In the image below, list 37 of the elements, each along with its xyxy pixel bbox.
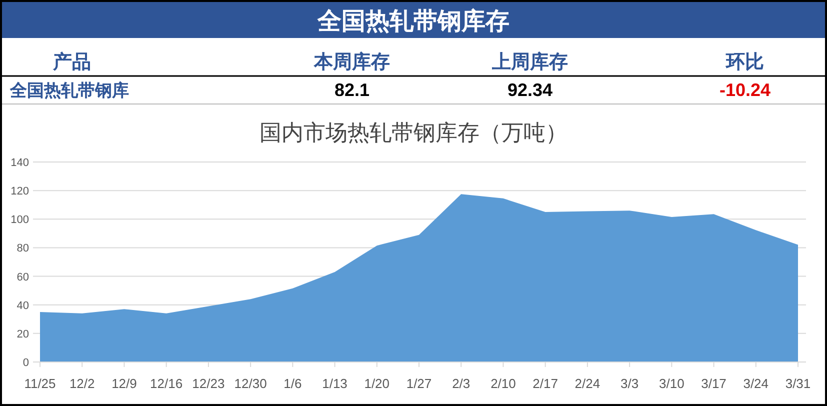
x-tick-label: 1/27 — [406, 376, 432, 391]
text: 产品 — [52, 51, 91, 73]
x-tick-label: 12/9 — [112, 376, 137, 391]
text: 82.1 — [334, 80, 370, 100]
x-tick-label: 1/6 — [284, 376, 302, 391]
category-label: 全国热轧带钢库 — [10, 81, 129, 100]
x-tick-label: 3/31 — [785, 376, 811, 391]
y-tick-label: 0 — [22, 357, 29, 369]
category-label: 本周库存 — [313, 51, 390, 73]
x-tick-label: 12/30 — [234, 376, 267, 391]
category-label: 环比 — [725, 51, 764, 73]
x-tick-label: 3/3 — [620, 376, 639, 391]
y-tick-label: 60 — [16, 271, 29, 284]
x-tick-label: 2/10 — [490, 376, 516, 391]
text: 92.34 — [507, 80, 553, 100]
x-tick-label: 2/3 — [452, 376, 470, 391]
category-label: 上周库存 — [491, 51, 568, 73]
x-tick-label: 1/13 — [322, 376, 348, 391]
x-tick-label: 12/2 — [69, 376, 95, 391]
y-tick-label: 100 — [10, 214, 29, 226]
text: 全国热轧带钢库存 — [316, 8, 510, 35]
x-tick-label: 2/24 — [574, 376, 600, 391]
x-tick-label: 12/16 — [150, 376, 183, 391]
chart-title: 国内市场热轧带钢库存（万吨） — [260, 120, 568, 145]
x-tick-label: 1/20 — [364, 376, 390, 391]
x-tick-label: 3/17 — [701, 376, 726, 391]
y-tick-label: 80 — [16, 242, 29, 255]
text: -10.24 — [719, 80, 771, 100]
y-tick-label: 120 — [10, 186, 29, 198]
x-tick-label: 11/25 — [24, 376, 56, 391]
x-tick-label: 12/23 — [192, 376, 225, 391]
x-tick-label: 2/17 — [532, 376, 558, 391]
y-tick-label: 140 — [10, 157, 29, 169]
y-tick-label: 20 — [16, 328, 29, 340]
y-tick-label: 40 — [16, 300, 29, 312]
x-tick-label: 3/10 — [659, 376, 684, 391]
x-tick-label: 3/24 — [743, 376, 769, 391]
